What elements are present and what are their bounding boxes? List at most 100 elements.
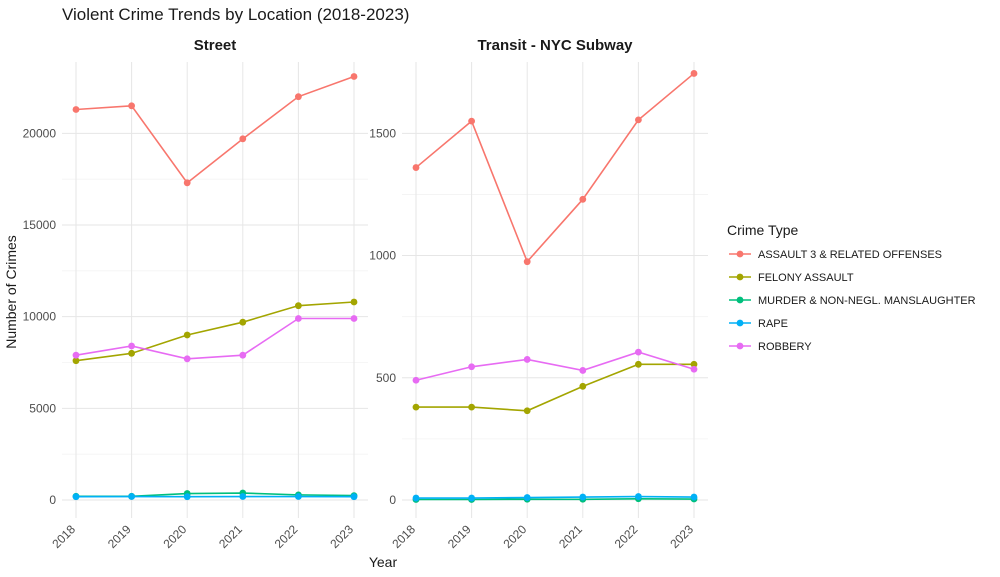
data-point: [73, 106, 80, 113]
data-point: [524, 258, 531, 265]
x-tick-label: 2022: [272, 522, 301, 551]
data-point: [468, 495, 475, 502]
data-point: [635, 116, 642, 123]
data-point: [413, 164, 420, 171]
legend-key-point: [737, 251, 744, 258]
y-tick-label: 0: [389, 493, 396, 507]
data-point: [239, 135, 246, 142]
x-tick-label: 2023: [327, 522, 356, 551]
data-point: [524, 494, 531, 501]
x-tick-label: 2020: [161, 522, 190, 551]
data-point: [579, 367, 586, 374]
legend-item: ROBBERY: [729, 341, 812, 353]
data-point: [413, 404, 420, 411]
data-point: [184, 332, 191, 339]
series-group: [73, 493, 358, 500]
data-point: [579, 383, 586, 390]
legend-key-point: [737, 274, 744, 281]
series-line: [416, 497, 694, 498]
x-tick-label: 2022: [612, 522, 641, 551]
data-point: [413, 495, 420, 502]
data-point: [351, 315, 358, 322]
data-point: [239, 319, 246, 326]
data-point: [468, 118, 475, 125]
series-line: [416, 352, 694, 380]
x-tick-label: 2023: [667, 522, 696, 551]
series-group: [413, 361, 698, 414]
y-tick-label: 20000: [23, 126, 57, 140]
data-point: [128, 350, 135, 357]
legend-key-point: [737, 320, 744, 327]
panel-title: Street: [194, 37, 237, 54]
series-line: [416, 364, 694, 410]
legend-key-point: [737, 343, 744, 350]
data-point: [295, 315, 302, 322]
data-point: [468, 363, 475, 370]
x-tick-label: 2021: [216, 522, 245, 551]
data-point: [239, 352, 246, 359]
data-point: [691, 494, 698, 501]
legend-item: MURDER & NON-NEGL. MANSLAUGHTER: [729, 295, 976, 307]
legend-label: RAPE: [758, 318, 788, 330]
series-group: [413, 349, 698, 384]
data-point: [524, 356, 531, 363]
data-point: [691, 70, 698, 77]
data-point: [351, 299, 358, 306]
x-axis-label: Year: [369, 554, 398, 570]
series-group: [73, 73, 358, 186]
data-point: [579, 196, 586, 203]
legend-label: MURDER & NON-NEGL. MANSLAUGHTER: [758, 295, 976, 307]
x-tick-label: 2020: [501, 522, 530, 551]
data-point: [184, 355, 191, 362]
data-point: [128, 493, 135, 500]
x-tick-label: 2018: [389, 522, 418, 551]
y-tick-label: 500: [376, 371, 396, 385]
y-axis-label: Number of Crimes: [3, 235, 19, 349]
legend-label: FELONY ASSAULT: [758, 272, 854, 284]
series-line: [76, 77, 354, 183]
data-point: [73, 493, 80, 500]
legend-item: FELONY ASSAULT: [729, 272, 854, 284]
chart-title: Violent Crime Trends by Location (2018-2…: [62, 5, 409, 24]
data-point: [635, 361, 642, 368]
legend-item: RAPE: [729, 318, 788, 330]
y-tick-label: 1500: [369, 126, 396, 140]
data-point: [295, 302, 302, 309]
y-tick-label: 10000: [23, 310, 57, 324]
y-tick-label: 0: [49, 493, 56, 507]
data-point: [635, 493, 642, 500]
legend: Crime Type ASSAULT 3 & RELATED OFFENSES FE…: [727, 222, 976, 353]
legend-label: ASSAULT 3 & RELATED OFFENSES: [758, 249, 942, 261]
data-point: [413, 377, 420, 384]
data-point: [524, 407, 531, 414]
series-line: [76, 302, 354, 361]
legend-item: ASSAULT 3 & RELATED OFFENSES: [729, 249, 942, 261]
legend-label: ROBBERY: [758, 341, 812, 353]
data-point: [579, 494, 586, 501]
panel-title: Transit - NYC Subway: [477, 37, 633, 54]
x-tick-label: 2018: [49, 522, 78, 551]
data-point: [128, 102, 135, 109]
data-point: [691, 366, 698, 373]
data-point: [295, 493, 302, 500]
series-group: [73, 299, 358, 364]
data-point: [239, 493, 246, 500]
x-tick-label: 2019: [105, 522, 134, 551]
y-tick-label: 5000: [29, 401, 56, 415]
series-group: [413, 70, 698, 265]
legend-title: Crime Type: [727, 222, 799, 238]
y-tick-label: 1000: [369, 249, 396, 263]
data-point: [128, 343, 135, 350]
data-point: [184, 179, 191, 186]
series-line: [76, 319, 354, 359]
x-tick-label: 2021: [556, 522, 585, 551]
data-point: [468, 404, 475, 411]
series-line: [416, 73, 694, 261]
series-line: [416, 499, 694, 500]
data-point: [351, 493, 358, 500]
data-point: [295, 93, 302, 100]
